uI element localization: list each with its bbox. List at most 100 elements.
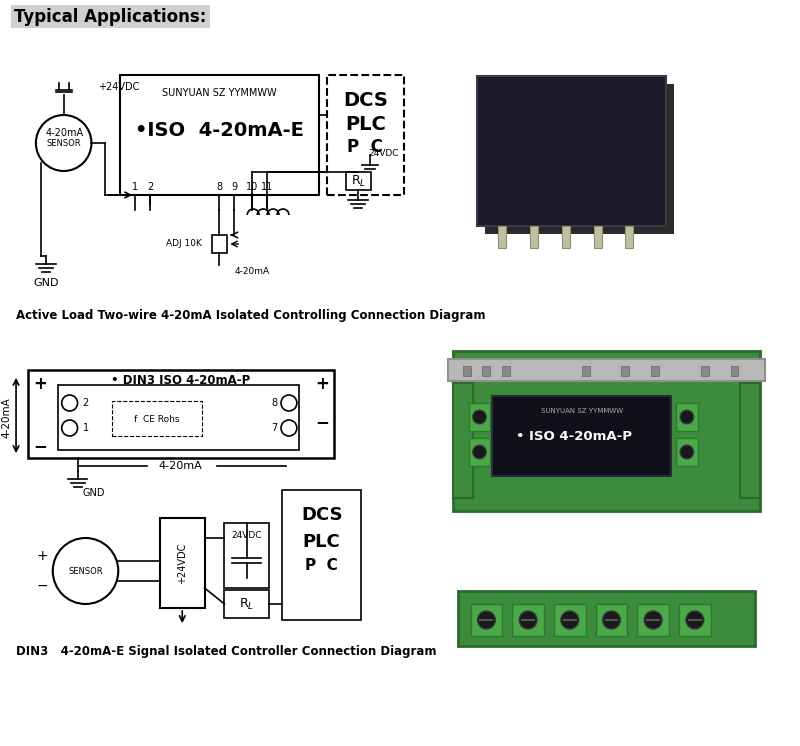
Text: SUNYUAN SZ YYMMWW: SUNYUAN SZ YYMMWW bbox=[527, 99, 617, 108]
Bar bbox=[701, 366, 709, 376]
Bar bbox=[469, 403, 490, 431]
Text: +: + bbox=[36, 549, 48, 563]
Circle shape bbox=[680, 410, 694, 424]
Bar bbox=[638, 604, 669, 636]
Bar bbox=[453, 351, 760, 511]
Text: DIN3   4-20mA-E Signal Isolated Controller Connection Diagram: DIN3 4-20mA-E Signal Isolated Controller… bbox=[16, 645, 437, 657]
Text: 1: 1 bbox=[82, 423, 89, 433]
Text: DCS: DCS bbox=[343, 90, 388, 110]
Text: Typical Applications:: Typical Applications: bbox=[14, 8, 206, 26]
Text: ADJ 10K: ADJ 10K bbox=[166, 239, 202, 248]
Text: +: + bbox=[33, 375, 47, 393]
Bar bbox=[326, 75, 404, 195]
Text: 24VDC: 24VDC bbox=[369, 148, 399, 157]
Text: 10: 10 bbox=[246, 182, 258, 192]
Bar bbox=[58, 385, 299, 450]
Circle shape bbox=[519, 611, 537, 629]
Bar bbox=[502, 366, 510, 376]
Bar bbox=[448, 359, 766, 381]
Bar bbox=[462, 366, 470, 376]
Text: Active Load Two-wire 4-20mA Isolated Controlling Connection Diagram: Active Load Two-wire 4-20mA Isolated Con… bbox=[16, 310, 486, 322]
Bar bbox=[676, 438, 698, 466]
Circle shape bbox=[62, 420, 78, 436]
Circle shape bbox=[281, 420, 297, 436]
Text: P  C: P C bbox=[306, 559, 338, 574]
Text: 4-20mA: 4-20mA bbox=[234, 266, 270, 275]
Text: SUNYUAN SZ YYMMWW: SUNYUAN SZ YYMMWW bbox=[162, 88, 277, 98]
Bar bbox=[562, 226, 570, 248]
Text: 7: 7 bbox=[270, 423, 277, 433]
Bar bbox=[282, 490, 362, 620]
Bar bbox=[469, 438, 490, 466]
Bar bbox=[512, 604, 544, 636]
Bar bbox=[478, 76, 666, 226]
Bar bbox=[486, 84, 674, 234]
Text: 4-20mA: 4-20mA bbox=[46, 128, 83, 138]
Bar bbox=[120, 75, 318, 195]
Text: 2: 2 bbox=[147, 182, 153, 192]
Text: 8: 8 bbox=[217, 182, 222, 192]
Bar bbox=[492, 396, 671, 476]
Text: DCS: DCS bbox=[301, 506, 342, 524]
Bar bbox=[112, 401, 202, 436]
Circle shape bbox=[644, 611, 662, 629]
Bar bbox=[530, 226, 538, 248]
Text: −: − bbox=[314, 413, 329, 431]
Bar bbox=[346, 172, 371, 190]
Text: •ISO  4-20mA-E: •ISO 4-20mA-E bbox=[491, 137, 636, 155]
Text: −: − bbox=[33, 437, 47, 455]
Bar bbox=[11, 5, 210, 28]
Bar bbox=[594, 226, 602, 248]
Text: R$_L$: R$_L$ bbox=[351, 174, 366, 189]
Circle shape bbox=[473, 410, 486, 424]
Text: 4-20mA: 4-20mA bbox=[159, 461, 202, 471]
Bar bbox=[470, 604, 502, 636]
Text: f  CE Rohs: f CE Rohs bbox=[134, 415, 180, 424]
Bar bbox=[676, 403, 698, 431]
Bar bbox=[595, 604, 627, 636]
Text: +24VDC: +24VDC bbox=[98, 82, 140, 92]
Bar bbox=[453, 383, 473, 498]
Text: +24VDC: +24VDC bbox=[178, 542, 187, 583]
Text: P  C: P C bbox=[347, 138, 383, 156]
Bar bbox=[626, 226, 634, 248]
Circle shape bbox=[473, 445, 486, 459]
Text: 1: 1 bbox=[132, 182, 138, 192]
Text: 2: 2 bbox=[82, 398, 89, 408]
Bar bbox=[498, 226, 506, 248]
Circle shape bbox=[686, 611, 704, 629]
Bar bbox=[651, 366, 659, 376]
Circle shape bbox=[478, 611, 495, 629]
Circle shape bbox=[602, 611, 620, 629]
Text: 11: 11 bbox=[261, 182, 274, 192]
Bar bbox=[225, 523, 269, 588]
Text: SENSOR: SENSOR bbox=[68, 566, 103, 575]
Bar bbox=[622, 366, 630, 376]
Text: 9: 9 bbox=[231, 182, 238, 192]
Circle shape bbox=[561, 611, 578, 629]
Bar bbox=[28, 370, 334, 458]
Text: +: + bbox=[314, 375, 329, 393]
Bar bbox=[482, 366, 490, 376]
Bar bbox=[458, 591, 755, 646]
Bar bbox=[730, 366, 738, 376]
Text: PLC: PLC bbox=[345, 116, 386, 134]
Circle shape bbox=[281, 395, 297, 411]
Bar bbox=[211, 235, 227, 253]
Text: 4-20mA: 4-20mA bbox=[1, 398, 11, 439]
Text: •ISO  4-20mA-E: •ISO 4-20mA-E bbox=[135, 121, 304, 140]
Text: SENSOR: SENSOR bbox=[46, 139, 81, 148]
Circle shape bbox=[62, 395, 78, 411]
Circle shape bbox=[36, 115, 91, 171]
Bar bbox=[160, 518, 205, 608]
Circle shape bbox=[680, 445, 694, 459]
Text: 8: 8 bbox=[271, 398, 277, 408]
Bar bbox=[679, 604, 710, 636]
Text: GND: GND bbox=[82, 488, 105, 498]
Text: • ISO 4-20mA-P: • ISO 4-20mA-P bbox=[516, 430, 632, 442]
Bar bbox=[741, 383, 760, 498]
Text: PLC: PLC bbox=[303, 533, 341, 551]
Bar bbox=[554, 604, 586, 636]
Text: GND: GND bbox=[33, 278, 58, 288]
Text: R$_L$: R$_L$ bbox=[239, 597, 254, 612]
